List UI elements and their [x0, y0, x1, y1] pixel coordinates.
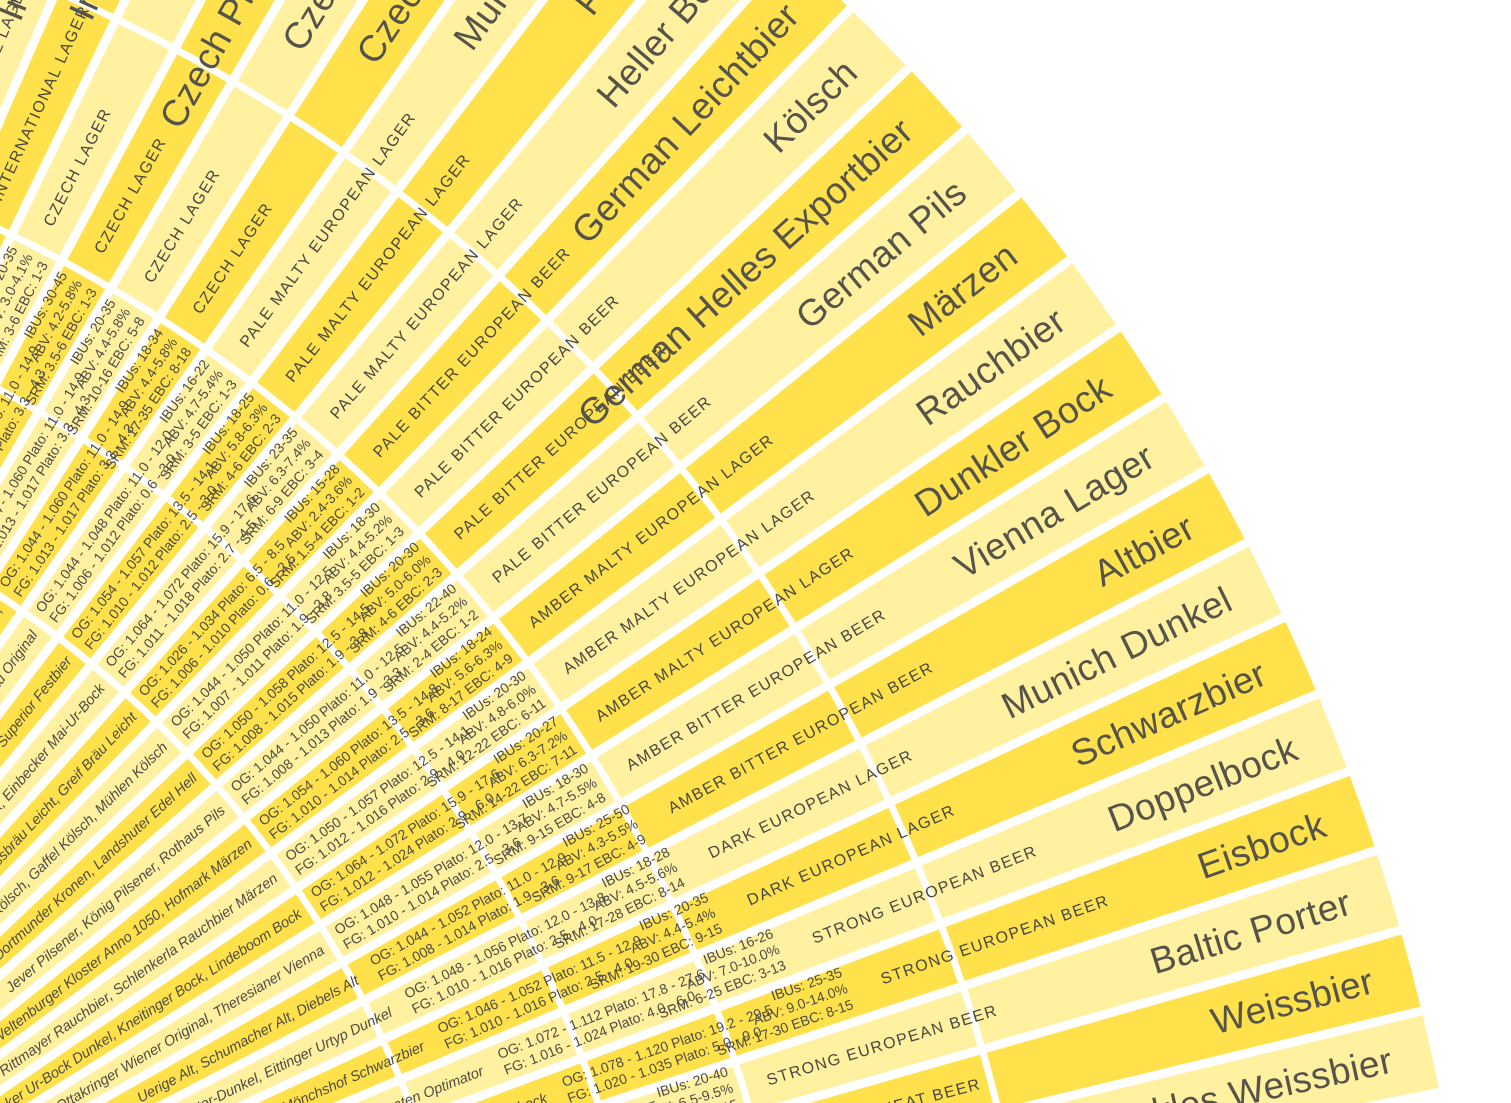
- wedge-separator-line: [448, 767, 1350, 1103]
- wedge-vienna-lager[interactable]: [0, 397, 1207, 1103]
- wedge-international-dark-lager[interactable]: [0, 0, 305, 924]
- wedge-separator-line: [0, 190, 1022, 1022]
- wedge-separator-line: [0, 0, 647, 782]
- wedge-dunkler-bock[interactable]: [0, 327, 1164, 1103]
- wedge-separator-line: [0, 0, 752, 839]
- wedge-separator-line: [0, 126, 968, 981]
- wedge-separator-line: [156, 538, 1249, 1103]
- wedge-m-rzen[interactable]: [0, 193, 1070, 1103]
- wedge-separator-line: [332, 689, 1320, 1103]
- wedge-separator-line: [777, 925, 1402, 1103]
- wedge-separator-line: [0, 0, 549, 720]
- wedge-separator-line: [0, 324, 1121, 1097]
- wedge-separator-line: [593, 846, 1378, 1103]
- wedge-german-helles-exportbier[interactable]: [0, 68, 965, 1078]
- wedge-separator-line: [0, 64, 912, 937]
- wedge-separator-line: [0, 5, 854, 890]
- wedge-separator-line: [0, 0, 369, 574]
- wedge-separator-line: [0, 256, 1073, 1061]
- wedge-separator-line: [1021, 1006, 1423, 1103]
- wedge-separator-line: [26, 393, 1167, 1103]
- wedge-separator-line: [236, 613, 1286, 1103]
- wedge-german-pils[interactable]: [0, 129, 1019, 1098]
- sunburst-separators: [0, 0, 1440, 1103]
- wedge-separator-line: [0, 0, 207, 386]
- wedge-k-lsch[interactable]: [0, 8, 909, 1060]
- wedge-separator-line: [86, 465, 1209, 1103]
- wedge-separator-line: [0, 0, 286, 487]
- wedge-separator-line: [0, 0, 456, 651]
- wedge-rauchbier[interactable]: [0, 259, 1119, 1103]
- wedge-altbier[interactable]: [0, 469, 1247, 1103]
